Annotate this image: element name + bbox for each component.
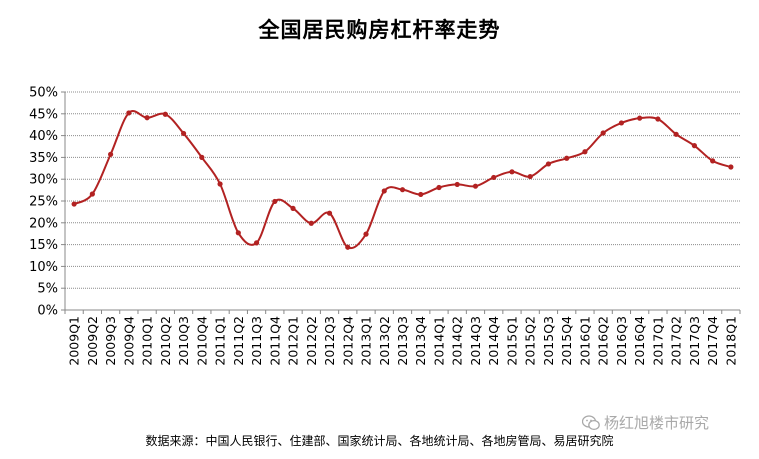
x-tick-label: 2010Q1 bbox=[140, 316, 155, 366]
data-point bbox=[199, 154, 205, 160]
x-tick-label: 2016Q1 bbox=[577, 316, 592, 366]
y-tick-label: 25% bbox=[29, 195, 58, 210]
x-tick-label: 2010Q2 bbox=[158, 316, 173, 366]
x-axis-ticks: 2009Q1 2009Q2 2009Q3 2009Q4 2010Q1 2010Q2 2010… bbox=[64, 310, 741, 366]
x-tick-label: 2011Q1 bbox=[213, 316, 228, 366]
series-line bbox=[73, 110, 732, 250]
x-tick-label: 2009Q4 bbox=[121, 316, 136, 366]
x-tick-label: 2018Q1 bbox=[723, 316, 738, 366]
y-tick-label: 20% bbox=[29, 216, 58, 231]
data-point bbox=[326, 210, 333, 216]
data-point bbox=[89, 191, 95, 197]
x-tick-label: 2014Q1 bbox=[431, 316, 446, 366]
x-tick-label: 2017Q4 bbox=[705, 316, 720, 366]
y-tick-label: 30% bbox=[29, 173, 58, 188]
x-tick-label: 2014Q2 bbox=[450, 316, 465, 366]
x-tick-label: 2014Q4 bbox=[486, 316, 501, 366]
data-point bbox=[162, 111, 168, 117]
data-point bbox=[472, 183, 479, 189]
axes bbox=[64, 92, 740, 311]
x-tick-label: 2013Q4 bbox=[413, 316, 428, 366]
data-point bbox=[399, 187, 406, 193]
data-point bbox=[272, 198, 278, 205]
x-tick-label: 2016Q2 bbox=[596, 316, 611, 366]
data-point bbox=[454, 181, 460, 188]
data-point bbox=[144, 115, 150, 121]
x-tick-label: 2017Q1 bbox=[650, 316, 665, 366]
x-tick-label: 2016Q3 bbox=[614, 316, 629, 366]
data-point bbox=[290, 205, 296, 212]
data-point bbox=[126, 110, 132, 116]
x-tick-label: 2009Q1 bbox=[67, 316, 82, 366]
x-tick-label: 2015Q3 bbox=[541, 316, 556, 366]
x-tick-label: 2009Q3 bbox=[103, 316, 118, 366]
data-point bbox=[345, 244, 351, 250]
x-tick-label: 2011Q3 bbox=[249, 316, 264, 366]
data-point bbox=[436, 184, 442, 191]
data-point bbox=[545, 161, 552, 167]
y-tick-label: 10% bbox=[29, 260, 58, 275]
x-tick-label: 2013Q3 bbox=[395, 316, 410, 366]
data-point bbox=[235, 230, 241, 236]
data-point bbox=[710, 158, 716, 164]
data-point bbox=[691, 143, 697, 149]
x-tick-label: 2016Q4 bbox=[632, 316, 647, 366]
wechat-icon bbox=[581, 414, 600, 431]
x-tick-label: 2013Q1 bbox=[359, 316, 374, 366]
y-tick-label: 35% bbox=[29, 151, 58, 166]
x-tick-label: 2011Q4 bbox=[267, 316, 282, 366]
data-point bbox=[673, 131, 679, 137]
x-tick-label: 2017Q3 bbox=[687, 316, 702, 366]
watermark-text: 杨红旭楼市研究 bbox=[604, 414, 710, 432]
x-tick-label: 2010Q4 bbox=[194, 316, 209, 366]
y-tick-label: 5% bbox=[37, 282, 58, 297]
data-point bbox=[564, 155, 570, 161]
y-tick-label: 50% bbox=[29, 86, 58, 101]
gridlines bbox=[65, 91, 740, 289]
data-point bbox=[180, 130, 187, 137]
x-tick-label: 2013Q2 bbox=[377, 316, 392, 366]
data-point bbox=[308, 220, 314, 226]
x-tick-label: 2015Q4 bbox=[559, 316, 574, 366]
x-tick-label: 2012Q4 bbox=[340, 316, 355, 366]
data-point bbox=[582, 149, 588, 155]
data-point bbox=[527, 173, 533, 180]
series-points bbox=[71, 110, 734, 250]
data-point bbox=[217, 181, 223, 187]
y-tick-label: 15% bbox=[29, 238, 58, 253]
data-point bbox=[655, 116, 661, 122]
data-point bbox=[600, 130, 606, 136]
data-point bbox=[253, 240, 260, 246]
data-point bbox=[381, 188, 387, 194]
data-point bbox=[418, 191, 424, 198]
chart-title: 全国居民购房杠杆率走势 bbox=[258, 17, 501, 42]
x-tick-label: 2012Q3 bbox=[322, 316, 337, 366]
data-point bbox=[637, 115, 643, 121]
data-point bbox=[509, 169, 515, 175]
y-axis-ticks: 0% 5% 10% 15% 20% 25% 30% 35% 40% 45% 50% bbox=[29, 86, 65, 319]
data-point bbox=[491, 174, 497, 181]
data-point bbox=[728, 164, 734, 170]
x-tick-label: 2015Q2 bbox=[523, 316, 538, 366]
x-tick-label: 2011Q2 bbox=[231, 316, 246, 366]
x-tick-label: 2015Q1 bbox=[504, 316, 519, 366]
x-tick-label: 2012Q1 bbox=[286, 316, 301, 366]
x-tick-label: 2017Q2 bbox=[669, 316, 684, 366]
data-point bbox=[618, 120, 625, 126]
data-point bbox=[108, 151, 114, 157]
data-point bbox=[71, 201, 77, 207]
watermark: 杨红旭楼市研究 bbox=[581, 412, 710, 433]
x-tick-label: 2009Q2 bbox=[85, 316, 100, 366]
y-tick-label: 40% bbox=[29, 129, 58, 144]
y-tick-label: 45% bbox=[29, 107, 58, 122]
y-tick-label: 0% bbox=[37, 304, 58, 319]
x-tick-label: 2010Q3 bbox=[176, 316, 191, 366]
x-tick-label: 2012Q2 bbox=[304, 316, 319, 366]
data-source-note: 数据来源：中国人民银行、住建部、国家统计局、各地统计局、各地房管局、易居研究院 bbox=[145, 434, 614, 448]
x-tick-label: 2014Q3 bbox=[468, 316, 483, 366]
data-point bbox=[363, 231, 369, 237]
